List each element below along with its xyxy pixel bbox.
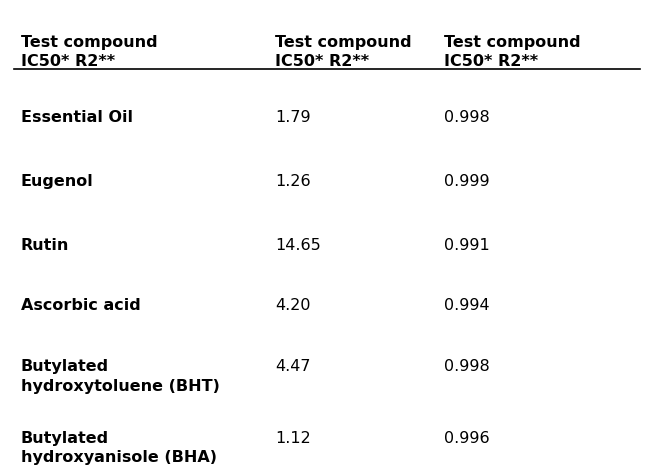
Text: Eugenol: Eugenol bbox=[21, 174, 94, 189]
Text: 0.999: 0.999 bbox=[444, 174, 490, 189]
Text: 0.991: 0.991 bbox=[444, 238, 490, 253]
Text: 0.998: 0.998 bbox=[444, 359, 490, 374]
Text: Butylated
hydroxyanisole (BHA): Butylated hydroxyanisole (BHA) bbox=[21, 430, 217, 464]
Text: 1.79: 1.79 bbox=[275, 110, 311, 125]
Text: 4.20: 4.20 bbox=[275, 297, 311, 312]
Text: Test compound
IC50* R2**: Test compound IC50* R2** bbox=[444, 35, 581, 69]
Text: 0.998: 0.998 bbox=[444, 110, 490, 125]
Text: Test compound
IC50* R2**: Test compound IC50* R2** bbox=[275, 35, 411, 69]
Text: Test compound
IC50* R2**: Test compound IC50* R2** bbox=[21, 35, 158, 69]
Text: Essential Oil: Essential Oil bbox=[21, 110, 133, 125]
Text: 1.12: 1.12 bbox=[275, 430, 311, 445]
Text: Rutin: Rutin bbox=[21, 238, 69, 253]
Text: Ascorbic acid: Ascorbic acid bbox=[21, 297, 141, 312]
Text: 1.26: 1.26 bbox=[275, 174, 311, 189]
Text: 4.47: 4.47 bbox=[275, 359, 311, 374]
Text: 14.65: 14.65 bbox=[275, 238, 320, 253]
Text: Butylated
hydroxytoluene (BHT): Butylated hydroxytoluene (BHT) bbox=[21, 359, 220, 393]
Text: 0.994: 0.994 bbox=[444, 297, 490, 312]
Text: 0.996: 0.996 bbox=[444, 430, 490, 445]
